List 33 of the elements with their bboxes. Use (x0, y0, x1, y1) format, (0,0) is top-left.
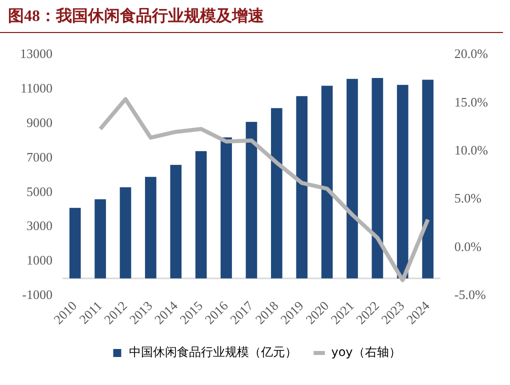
y-tick-label: 5000 (26, 184, 52, 199)
bar (372, 78, 384, 278)
y2-tick-label: -5.0% (454, 287, 486, 302)
y-tick-label: 13000 (20, 46, 52, 62)
legend-label: yoy（右轴） (331, 345, 401, 360)
bar (321, 86, 333, 278)
chart-title: 图48：我国休闲食品行业规模及增速 (0, 0, 503, 33)
y-tick-label: 11000 (20, 80, 52, 96)
bar (145, 176, 156, 278)
legend-label: 中国休闲食品行业规模（亿元） (129, 345, 298, 360)
bar (170, 164, 182, 278)
bar (296, 96, 308, 278)
bar (94, 199, 106, 278)
y2-tick-label: 0.0% (454, 238, 482, 254)
bar (69, 208, 81, 278)
bar (120, 187, 132, 278)
y-tick-label: 9000 (26, 115, 52, 130)
y2-tick-label: 5.0% (454, 190, 482, 206)
y-tick-label: 3000 (26, 218, 52, 234)
bar (220, 137, 232, 278)
y2-tick-label: 20.0% (454, 46, 488, 62)
bar (246, 122, 258, 278)
bar (195, 151, 207, 278)
y-tick-label: 1000 (26, 252, 52, 268)
y-tick-label: -1000 (22, 287, 52, 302)
bar (346, 78, 358, 278)
x-tick-label: 2011 (76, 298, 105, 327)
y2-tick-label: 10.0% (454, 142, 488, 158)
bar (422, 80, 434, 278)
y-tick-label: 7000 (26, 149, 52, 164)
bar (270, 108, 282, 278)
y2-tick-label: 15.0% (454, 94, 488, 110)
bar (396, 84, 408, 278)
